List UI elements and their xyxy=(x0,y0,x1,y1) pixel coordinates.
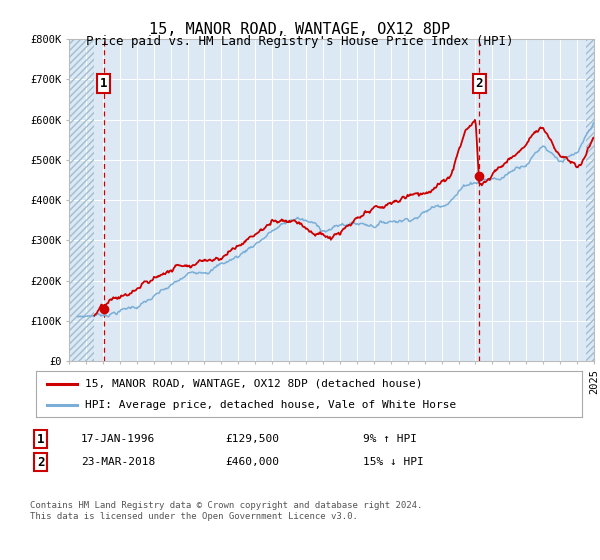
Text: 15% ↓ HPI: 15% ↓ HPI xyxy=(363,457,424,467)
Text: £129,500: £129,500 xyxy=(225,434,279,444)
Text: Contains HM Land Registry data © Crown copyright and database right 2024.
This d: Contains HM Land Registry data © Crown c… xyxy=(30,501,422,521)
Text: 1: 1 xyxy=(100,77,107,90)
Text: 23-MAR-2018: 23-MAR-2018 xyxy=(81,457,155,467)
Text: Price paid vs. HM Land Registry's House Price Index (HPI): Price paid vs. HM Land Registry's House … xyxy=(86,35,514,48)
Text: 17-JAN-1996: 17-JAN-1996 xyxy=(81,434,155,444)
Text: 2: 2 xyxy=(37,455,44,469)
Text: £460,000: £460,000 xyxy=(225,457,279,467)
Text: 15, MANOR ROAD, WANTAGE, OX12 8DP (detached house): 15, MANOR ROAD, WANTAGE, OX12 8DP (detac… xyxy=(85,379,422,389)
Text: 15, MANOR ROAD, WANTAGE, OX12 8DP: 15, MANOR ROAD, WANTAGE, OX12 8DP xyxy=(149,22,451,38)
Text: 2: 2 xyxy=(476,77,483,90)
Text: 9% ↑ HPI: 9% ↑ HPI xyxy=(363,434,417,444)
Text: 1: 1 xyxy=(37,432,44,446)
Text: HPI: Average price, detached house, Vale of White Horse: HPI: Average price, detached house, Vale… xyxy=(85,400,457,410)
